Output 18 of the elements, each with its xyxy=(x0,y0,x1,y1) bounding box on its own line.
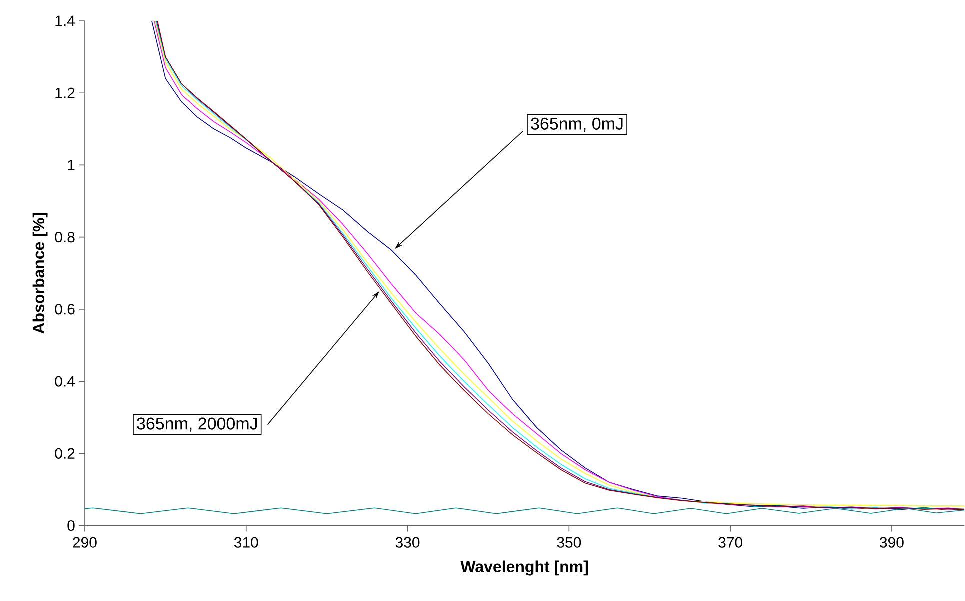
y-tick-label: 1.4 xyxy=(56,16,76,26)
y-tick-label: 0 xyxy=(68,520,75,532)
annotation: 365nm, 0mJ xyxy=(531,118,623,132)
x-tick-label: 370 xyxy=(718,537,742,548)
y-axis-title: Absorbance [%] xyxy=(32,214,48,334)
x-tick-label: 290 xyxy=(73,537,97,548)
x-axis-title: Wavelenght [nm] xyxy=(460,560,588,576)
x-tick-label: 390 xyxy=(880,537,904,548)
x-tick-label: 350 xyxy=(557,537,582,548)
y-tick-label: 0.2 xyxy=(55,448,75,460)
y-tick-label: 1 xyxy=(68,160,75,170)
y-tick-label: 0.8 xyxy=(55,232,75,243)
annotation: 365nm, 2000mJ xyxy=(137,418,258,432)
x-tick-label: 310 xyxy=(234,537,258,548)
y-tick-label: 0.4 xyxy=(55,376,76,387)
x-tick-label: 330 xyxy=(396,537,420,548)
y-tick-label: 0.6 xyxy=(55,304,75,315)
y-tick-label: 1.2 xyxy=(56,88,75,98)
